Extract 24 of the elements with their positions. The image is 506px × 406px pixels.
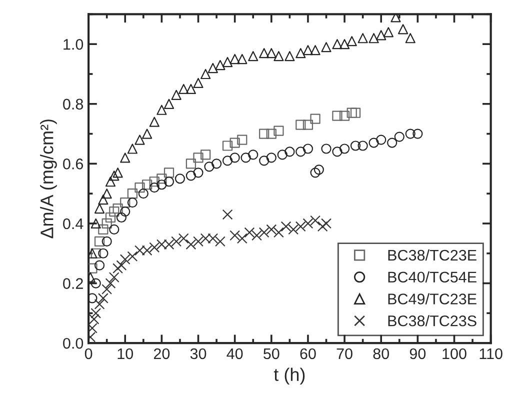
legend-label: BC38/TC23E <box>388 249 476 261</box>
x-tick-label: 50 <box>264 348 280 360</box>
y-tick-label: 1.0 <box>64 38 84 50</box>
x-tick-label: 0 <box>84 348 92 360</box>
x-tick-label: 110 <box>480 348 502 360</box>
x-tick-label: 10 <box>118 348 134 360</box>
y-tick-label: 0.2 <box>63 278 83 289</box>
x-tick-label: 60 <box>300 348 316 360</box>
x-tick-label: 90 <box>410 348 426 360</box>
legend-label: BC38/TC23S <box>388 315 476 326</box>
y-tick-label: 0.0 <box>63 338 84 349</box>
legend-label: BC40/TC54E <box>388 271 476 283</box>
x-axis-title: t (h) <box>274 368 305 385</box>
x-tick-label: 20 <box>154 348 170 360</box>
x-tick-label: 30 <box>190 348 206 360</box>
x-tick-label: 100 <box>442 348 466 360</box>
y-tick-label: 0.4 <box>63 218 84 230</box>
x-tick-label: 70 <box>336 348 352 360</box>
y-tick-label: 0.6 <box>63 158 84 170</box>
x-tick-label: 80 <box>373 348 390 360</box>
x-tick-label: 40 <box>226 348 243 360</box>
legend-label: BC49/TC23E <box>388 293 476 304</box>
y-tick-label: 0.8 <box>63 98 84 110</box>
y-axis-title: Δm/A (mg/cm²) <box>40 120 57 238</box>
